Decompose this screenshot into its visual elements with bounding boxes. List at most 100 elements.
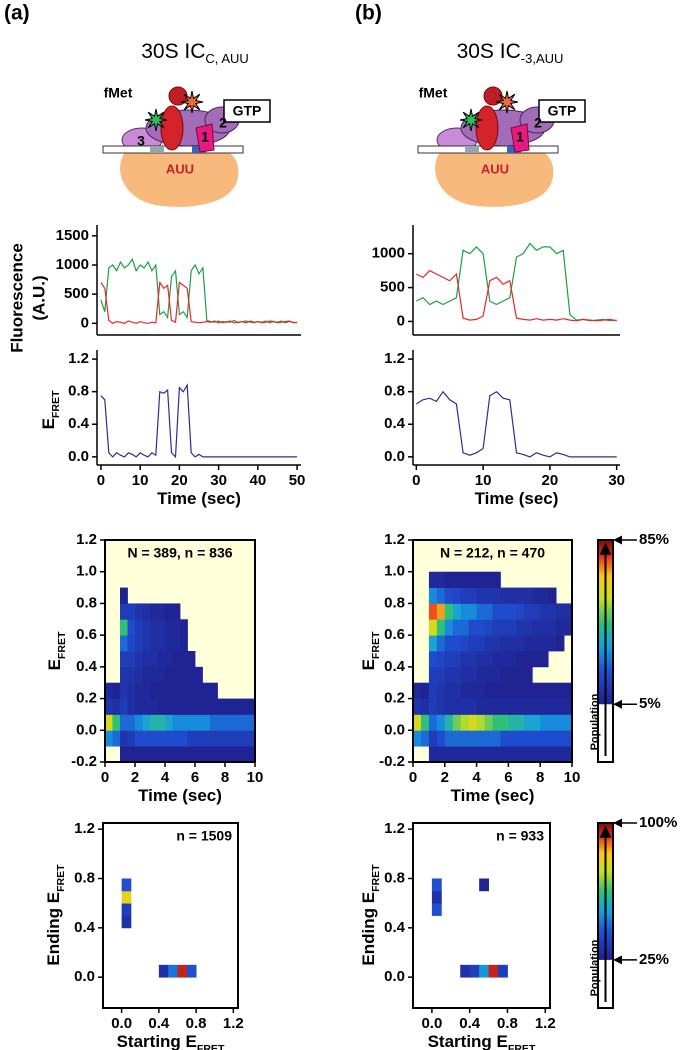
- density-cell: [516, 651, 525, 668]
- density-cell: [548, 635, 557, 652]
- density-cell: [500, 666, 509, 684]
- density-cell: [431, 878, 442, 892]
- density-cell: [180, 666, 188, 684]
- cells: [121, 878, 197, 978]
- density-cell: [479, 878, 489, 892]
- density-cell: [556, 682, 565, 699]
- density-cell: [492, 730, 501, 747]
- y-tick-label: 1.2: [384, 531, 405, 548]
- colorbar-label: Population: [589, 693, 601, 750]
- density-cell: [540, 603, 549, 620]
- x-tick-label: 10: [247, 769, 264, 786]
- y-axis-label-main: E: [39, 418, 58, 429]
- x-tick-label: 0.8: [186, 1015, 207, 1032]
- density-cell: [210, 746, 218, 762]
- density-cell: [225, 730, 233, 747]
- mrna-site: [150, 146, 164, 153]
- density-cell: [532, 619, 541, 636]
- density-cell: [540, 698, 549, 715]
- density-cell: [240, 698, 248, 715]
- density-cell: [165, 698, 173, 715]
- annotation: N = 389, n = 836: [127, 545, 232, 561]
- trace: [100, 280, 298, 324]
- density-cell: [469, 964, 480, 978]
- density-cell: [564, 682, 572, 699]
- y-axis-label-sub: FRET: [56, 631, 68, 659]
- density-cell: [540, 635, 549, 652]
- density-cell: [428, 651, 438, 668]
- density-cell: [508, 714, 517, 731]
- density-cell: [460, 746, 470, 762]
- y-tick-label: 0: [81, 314, 89, 331]
- density-cell: [492, 635, 501, 652]
- density-cell: [524, 714, 533, 731]
- density-cell: [460, 571, 470, 588]
- density-cell: [187, 666, 196, 684]
- density-cell: [436, 698, 446, 715]
- density-cell: [556, 714, 565, 731]
- density-cell: [120, 746, 128, 762]
- density-cell: [127, 635, 136, 652]
- density-cell: [195, 746, 203, 762]
- density-cell: [120, 603, 128, 620]
- density-cell: [165, 603, 173, 620]
- density-cell: [172, 651, 181, 668]
- density-cell: [444, 746, 454, 762]
- density-cell: [492, 619, 501, 636]
- density-cell: [564, 603, 572, 620]
- y-tick-label: 0.8: [76, 594, 97, 611]
- y-tick-label: -0.2: [71, 753, 97, 770]
- density-cell: [172, 698, 181, 715]
- x-tick-label: 8: [221, 769, 229, 786]
- density-cell: [121, 915, 132, 929]
- x-tick-label: 4: [161, 769, 170, 786]
- y-tick-label: 0.2: [76, 690, 97, 707]
- density-cell: [150, 603, 158, 620]
- gtp-box: [538, 99, 586, 123]
- density-cell: [247, 730, 255, 747]
- dye-cy3: [459, 108, 483, 132]
- density-cell: [508, 619, 517, 636]
- density-cell: [556, 635, 565, 652]
- density-cell: [452, 682, 462, 699]
- factor-label: 1: [201, 129, 209, 145]
- density-cell: [195, 698, 203, 715]
- density-cell: [240, 714, 248, 731]
- y-tick-label: 0.0: [384, 721, 405, 738]
- annotation: n = 933: [496, 828, 544, 844]
- density-cell: [428, 730, 438, 747]
- density-cell: [413, 698, 422, 715]
- density-cell: [120, 635, 128, 652]
- density-cell: [498, 964, 508, 978]
- density-cell: [232, 730, 241, 747]
- density-cell: [516, 698, 525, 715]
- annotation: N = 212, n = 470: [440, 545, 545, 561]
- density-cell: [150, 698, 158, 715]
- y-axis-label-sub: FRET: [55, 864, 67, 892]
- density-cell: [500, 603, 509, 620]
- density-cell: [460, 666, 470, 684]
- density-cell: [452, 635, 462, 652]
- density-cell: [524, 635, 533, 652]
- density-cell: [180, 635, 188, 652]
- frame: [412, 539, 573, 763]
- panel-title: 30S IC-3,AUU: [457, 40, 564, 66]
- density-cell: [468, 571, 477, 588]
- x-axis-label-sub: FRET: [197, 1043, 225, 1050]
- density-cell: [484, 635, 493, 652]
- density-cell: [240, 730, 248, 747]
- x-axis-label-main: Time (sec): [157, 489, 241, 508]
- y-tick-label: 0.8: [68, 383, 89, 400]
- density-cell: [460, 964, 471, 978]
- density-cell: [120, 698, 128, 715]
- density-cell: [564, 730, 572, 747]
- density-cell: [516, 603, 525, 620]
- density-cell: [476, 619, 485, 636]
- panel-label: (a): [4, 2, 30, 25]
- density-cell: [142, 746, 151, 762]
- density-cell: [532, 730, 541, 747]
- x-tick-label: 20: [542, 472, 559, 489]
- x-tick-label: 0.8: [497, 1015, 518, 1032]
- x-tick-label: 6: [191, 769, 199, 786]
